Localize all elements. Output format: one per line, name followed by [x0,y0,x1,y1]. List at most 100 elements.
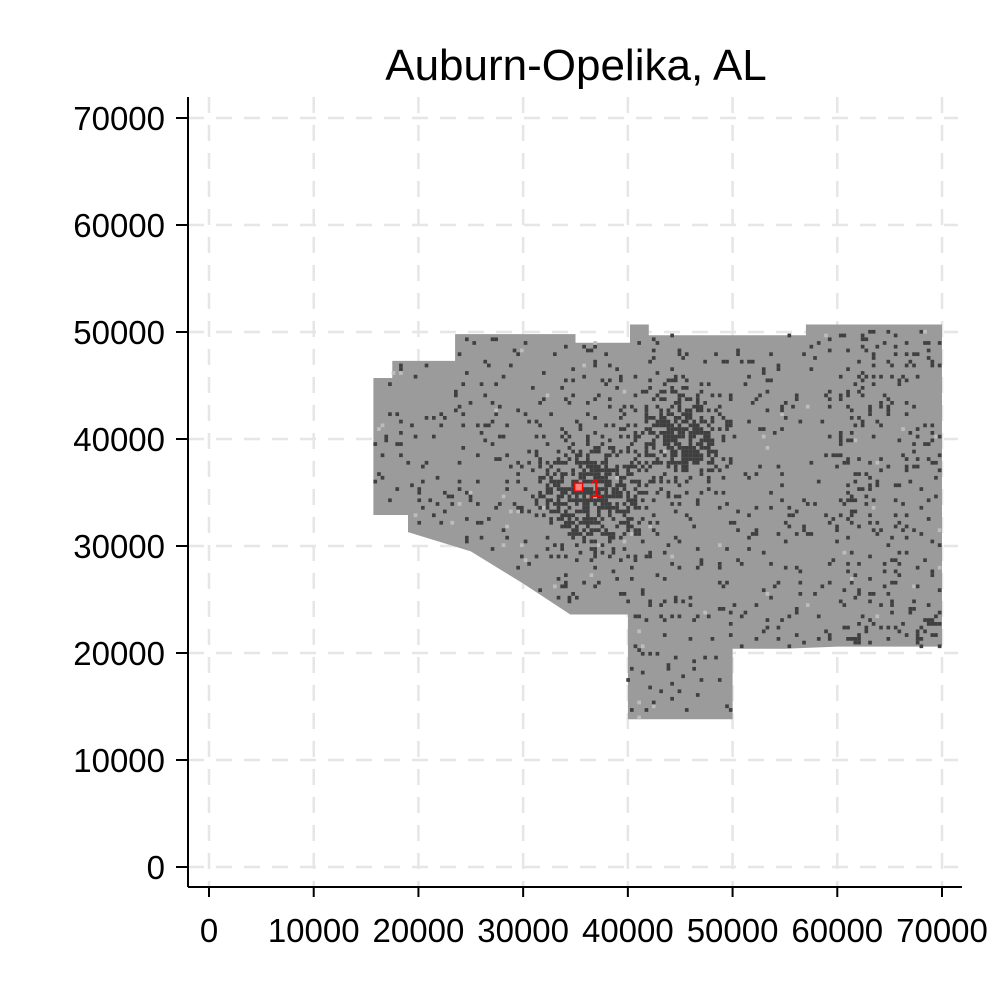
developed-cell [626,490,630,495]
developed-cell [597,494,601,499]
developed-cell [604,475,608,480]
developed-cell [809,367,814,372]
developed-cell [747,419,751,424]
developed-cell [901,622,905,626]
developed-cell [589,532,594,536]
developed-cell [644,416,649,420]
developed-cell [937,453,942,458]
developed-cell [904,464,909,469]
developed-cell [864,625,869,630]
developed-cell [831,453,836,458]
developed-cell [857,416,861,420]
developed-cell [879,404,883,409]
developed-cell [593,472,597,476]
developed-cell [582,535,586,540]
developed-cell [498,457,502,461]
developed-cell [666,423,671,428]
developed-cell [633,494,638,499]
developed-cell [871,356,876,360]
developed-cell [608,397,612,402]
developed-cell [937,341,942,345]
developed-cell [637,460,641,465]
developed-cell [630,524,634,529]
developed-cell [904,401,909,405]
developed-cell [670,457,674,461]
developed-cell [670,427,674,431]
developed-cell [560,490,564,495]
developed-cell [593,460,597,465]
developed-cell [545,535,550,540]
light-cell [640,644,645,649]
developed-cell [586,464,590,469]
developed-cell [597,449,601,454]
developed-cell [527,509,531,514]
developed-cell [520,464,524,469]
developed-cell [728,460,733,465]
developed-cell [593,565,597,570]
developed-cell [871,622,876,626]
developed-cell [586,472,590,476]
developed-cell [597,580,601,585]
developed-cell [681,393,685,398]
developed-cell [846,367,850,372]
developed-cell [560,517,564,521]
developed-cell [542,494,546,499]
developed-cell [673,442,678,446]
developed-cell [688,416,693,420]
developed-cell [706,449,711,454]
developed-cell [930,431,935,435]
light-cell [553,584,557,589]
developed-cell [860,614,865,619]
developed-cell [893,558,898,563]
light-cell [582,363,586,368]
developed-cell [934,494,938,499]
developed-cell [542,513,546,518]
developed-cell [684,397,689,402]
developed-cell [904,412,909,417]
developed-cell [864,629,869,634]
developed-cell [692,460,696,465]
y-tick-label: 20000 [73,635,165,672]
developed-cell [868,412,872,417]
developed-cell [761,588,766,593]
developed-cell [622,404,627,409]
developed-cell [695,565,700,570]
developed-cell [476,453,480,458]
developed-cell [651,498,656,503]
developed-cell [615,524,619,529]
developed-cell [651,416,656,420]
developed-cell [564,397,568,402]
developed-cell [615,509,619,514]
light-cell [589,573,594,578]
developed-cell [648,651,652,656]
developed-cell [879,468,883,473]
developed-cell [769,505,773,510]
developed-cell [626,472,630,476]
developed-cell [919,637,924,641]
developed-cell [886,412,891,417]
developed-cell [695,393,700,398]
developed-cell [626,449,630,454]
developed-cell [505,423,509,428]
developed-cell [630,479,634,484]
developed-cell [498,404,502,409]
developed-cell [673,460,678,465]
developed-cell [582,344,586,349]
developed-cell [578,464,583,469]
developed-cell [626,464,630,469]
developed-cell [904,535,909,540]
developed-cell [908,431,913,435]
developed-cell [835,528,839,533]
developed-cell [853,509,858,514]
developed-cell [494,337,498,342]
developed-cell [765,378,770,383]
developed-cell [483,438,488,443]
developed-cell [604,505,608,510]
developed-cell [849,580,854,585]
developed-cell [619,408,623,413]
developed-cell [443,490,447,495]
developed-cell [630,472,634,476]
developed-cell [912,449,916,454]
developed-cell [743,472,748,476]
developed-cell [619,520,623,525]
